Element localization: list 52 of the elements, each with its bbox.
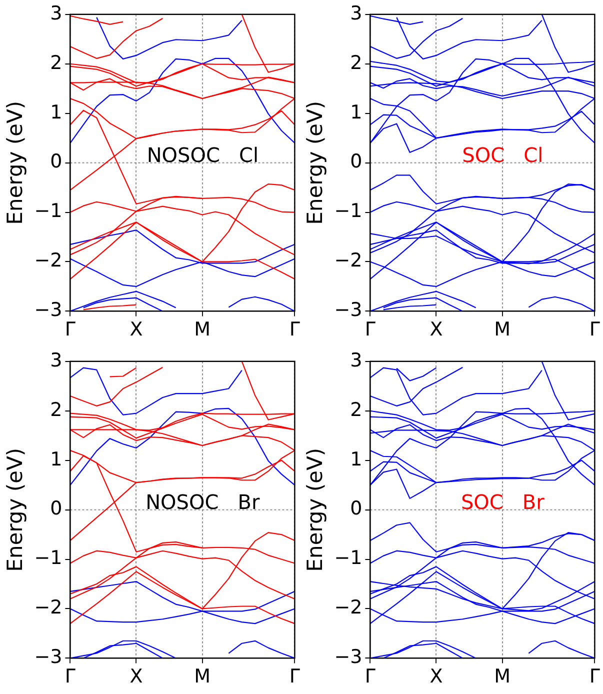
annotation: NOSOC Cl <box>146 143 259 168</box>
y-axis-title: Energy (eV) <box>303 448 328 572</box>
x-tick-label: M <box>494 666 510 688</box>
x-tick-label: X <box>130 666 143 688</box>
x-tick-label: M <box>194 318 210 341</box>
y-tick-label: 2 <box>350 52 362 74</box>
y-axis-title: Energy (eV) <box>3 448 28 572</box>
y-tick-label: 0 <box>50 150 62 173</box>
x-tick-label: X <box>130 318 143 341</box>
x-tick-label: Γ <box>64 666 76 688</box>
y-tick-label: −2 <box>34 250 62 272</box>
x-tick-label: Γ <box>364 318 376 341</box>
y-tick-label: −3 <box>334 646 362 668</box>
y-tick-label: −2 <box>34 596 62 619</box>
x-tick-label: X <box>430 666 443 688</box>
x-tick-label: Γ <box>64 318 76 341</box>
x-tick-label: M <box>494 318 510 341</box>
y-tick-label: 1 <box>350 101 362 124</box>
x-tick-label: Γ <box>589 318 600 341</box>
x-tick-label: Γ <box>589 666 600 688</box>
annotation: SOC Br <box>460 490 546 514</box>
x-tick-label: M <box>194 666 210 688</box>
y-tick-label: 0 <box>350 150 362 173</box>
y-tick-label: 0 <box>350 498 362 520</box>
y-tick-label: 3 <box>50 349 62 372</box>
y-tick-label: 2 <box>50 52 62 74</box>
x-tick-label: Γ <box>289 666 300 688</box>
y-tick-label: −3 <box>34 646 62 668</box>
y-axis-title: Energy (eV) <box>303 100 328 225</box>
y-tick-label: 2 <box>50 398 62 421</box>
y-tick-label: 1 <box>350 448 362 470</box>
x-tick-label: X <box>430 318 443 341</box>
annotation: NOSOC Br <box>146 490 260 514</box>
y-tick-label: −1 <box>34 200 62 222</box>
y-tick-label: −3 <box>334 299 362 322</box>
y-tick-label: 2 <box>350 398 362 421</box>
y-tick-label: 1 <box>50 101 62 124</box>
y-tick-label: −1 <box>334 200 362 222</box>
y-tick-label: −2 <box>334 596 362 619</box>
y-tick-label: 0 <box>50 498 62 520</box>
x-tick-label: Γ <box>364 666 376 688</box>
y-tick-label: −2 <box>334 250 362 272</box>
x-tick-label: Γ <box>289 318 300 341</box>
annotation: SOC Cl <box>462 143 544 168</box>
y-tick-label: −1 <box>34 547 62 570</box>
y-axis-title: Energy (eV) <box>3 100 28 225</box>
y-tick-label: 3 <box>350 2 362 24</box>
y-tick-label: −3 <box>34 299 62 322</box>
y-tick-label: 3 <box>350 349 362 372</box>
y-tick-label: −1 <box>334 547 362 570</box>
y-tick-label: 3 <box>50 2 62 24</box>
y-tick-label: 1 <box>50 448 62 470</box>
